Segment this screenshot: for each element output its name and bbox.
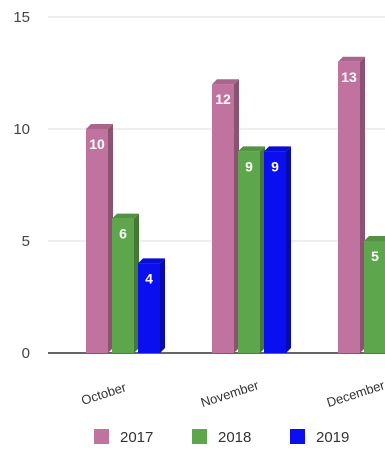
bar-2018-december [364, 236, 385, 353]
bar-2018-november [238, 146, 265, 353]
y-tick-label-10: 10 [13, 121, 30, 138]
bar-top [364, 236, 385, 241]
data-label-2018-december: 5 [371, 248, 379, 264]
bar-top [238, 146, 265, 152]
data-label-2018-november: 9 [245, 158, 253, 174]
bar-side [260, 146, 265, 353]
data-label-2017-december: 13 [341, 69, 357, 85]
bar-2017-november [212, 79, 239, 353]
bar-top [138, 258, 165, 264]
bar-front [112, 218, 134, 353]
bar-top [212, 79, 239, 85]
bar-side [286, 146, 291, 353]
bar-2019-november [264, 146, 291, 353]
bar-front [364, 241, 385, 353]
legend-label: 2019 [316, 429, 349, 446]
y-axis-tick-labels: 0 5 10 15 [13, 9, 30, 362]
bar-front [138, 263, 160, 353]
legend-label: 2018 [218, 429, 251, 446]
bar-side [360, 56, 365, 354]
bar-top [338, 56, 365, 62]
bar-top [264, 146, 291, 152]
bar-front [264, 151, 286, 353]
y-tick-label-0: 0 [22, 345, 30, 362]
bar-2018-october [112, 213, 139, 353]
data-label-2019-november: 9 [271, 158, 279, 174]
bars [86, 56, 385, 354]
bar-front [238, 151, 260, 353]
x-axis-category-labels: October November December [79, 377, 385, 410]
y-tick-label-15: 15 [13, 9, 30, 26]
x-category-label-december: December [325, 377, 385, 410]
bar-front [338, 61, 360, 354]
bar-2019-october [138, 258, 165, 353]
data-label-2017-october: 10 [89, 136, 105, 152]
bar-side [160, 258, 165, 353]
legend-label: 2017 [120, 429, 153, 446]
data-label-2017-november: 12 [215, 91, 231, 107]
x-category-label-november: November [199, 377, 261, 410]
legend-swatch [192, 429, 207, 444]
legend: 2017 2018 2019 [94, 429, 349, 446]
bar-2017-october [86, 124, 113, 353]
bar-side [108, 124, 113, 353]
bar-2017-december [338, 56, 365, 354]
legend-item-2017: 2017 [94, 429, 153, 446]
bar-side [134, 213, 139, 353]
data-labels: 10 6 4 12 9 9 13 5 [89, 69, 379, 287]
bar-side [234, 79, 239, 353]
legend-item-2018: 2018 [192, 429, 251, 446]
bar-front [212, 84, 234, 353]
bar-top [86, 124, 113, 129]
bar-top [112, 213, 139, 219]
legend-swatch [94, 429, 109, 444]
data-label-2019-october: 4 [145, 270, 153, 286]
legend-swatch [290, 429, 305, 444]
x-category-label-october: October [79, 379, 128, 408]
bar-front [86, 129, 108, 353]
y-tick-label-5: 5 [22, 233, 30, 250]
legend-item-2019: 2019 [290, 429, 349, 446]
data-label-2018-october: 6 [119, 226, 127, 242]
